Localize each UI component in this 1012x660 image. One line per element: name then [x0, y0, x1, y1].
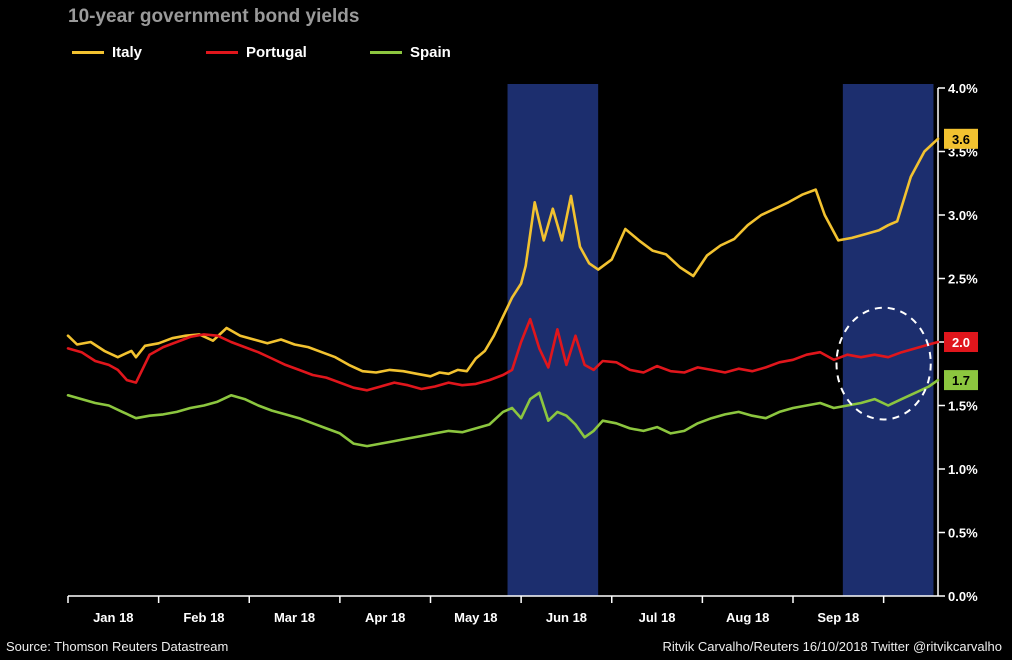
legend-swatch-italy: [72, 51, 104, 54]
x-tick-label-5: Jun 18: [546, 610, 587, 625]
source-note: Source: Thomson Reuters Datastream: [6, 639, 229, 654]
legend-label-italy: Italy: [112, 44, 143, 61]
chart-title: 10-year government bond yields: [68, 6, 360, 27]
end-label-box-portugal: [944, 332, 978, 352]
legend-item-spain: Spain: [370, 44, 451, 61]
end-label-italy: 3.6: [952, 132, 970, 147]
series-line-portugal: [66, 317, 940, 392]
x-tick-label-1: Feb 18: [183, 610, 224, 625]
y-tick-label-8: 4.0%: [948, 81, 978, 96]
legend-swatch-portugal: [206, 51, 238, 54]
credit-note: Ritvik Carvalho/Reuters 16/10/2018 Twitt…: [662, 639, 1002, 654]
circle-annotation: [835, 306, 932, 421]
x-tick-label-3: Apr 18: [365, 610, 405, 625]
legend-item-portugal: Portugal: [206, 44, 307, 61]
y-tick-label-2: 1.0%: [948, 462, 978, 477]
series-line-italy: [66, 137, 940, 378]
y-tick-label-1: 0.5%: [948, 526, 978, 541]
legend-label-portugal: Portugal: [246, 44, 307, 61]
legend-label-spain: Spain: [410, 44, 451, 61]
x-tick-label-8: Sep 18: [817, 610, 859, 625]
end-label-box-italy: [944, 128, 978, 149]
y-tick-label-6: 3.0%: [948, 208, 978, 223]
end-label-portugal: 2.0: [952, 335, 970, 350]
x-tick-label-2: Mar 18: [274, 610, 315, 625]
y-tick-label-0: 0.0%: [948, 589, 978, 604]
end-label-box-spain: [944, 370, 978, 391]
end-label-spain: 1.7: [952, 373, 970, 388]
legend-swatch-spain: [370, 51, 402, 54]
x-tick-label-7: Aug 18: [726, 610, 769, 625]
legend-item-italy: Italy: [72, 44, 142, 61]
x-tick-label-0: Jan 18: [93, 610, 133, 625]
x-tick-label-4: May 18: [454, 610, 497, 625]
y-tick-label-5: 2.5%: [948, 272, 978, 287]
y-tick-label-3: 1.5%: [948, 399, 978, 414]
x-tick-label-6: Jul 18: [639, 610, 676, 625]
highlight-band-2: [842, 84, 934, 596]
series-line-spain: [66, 378, 940, 448]
